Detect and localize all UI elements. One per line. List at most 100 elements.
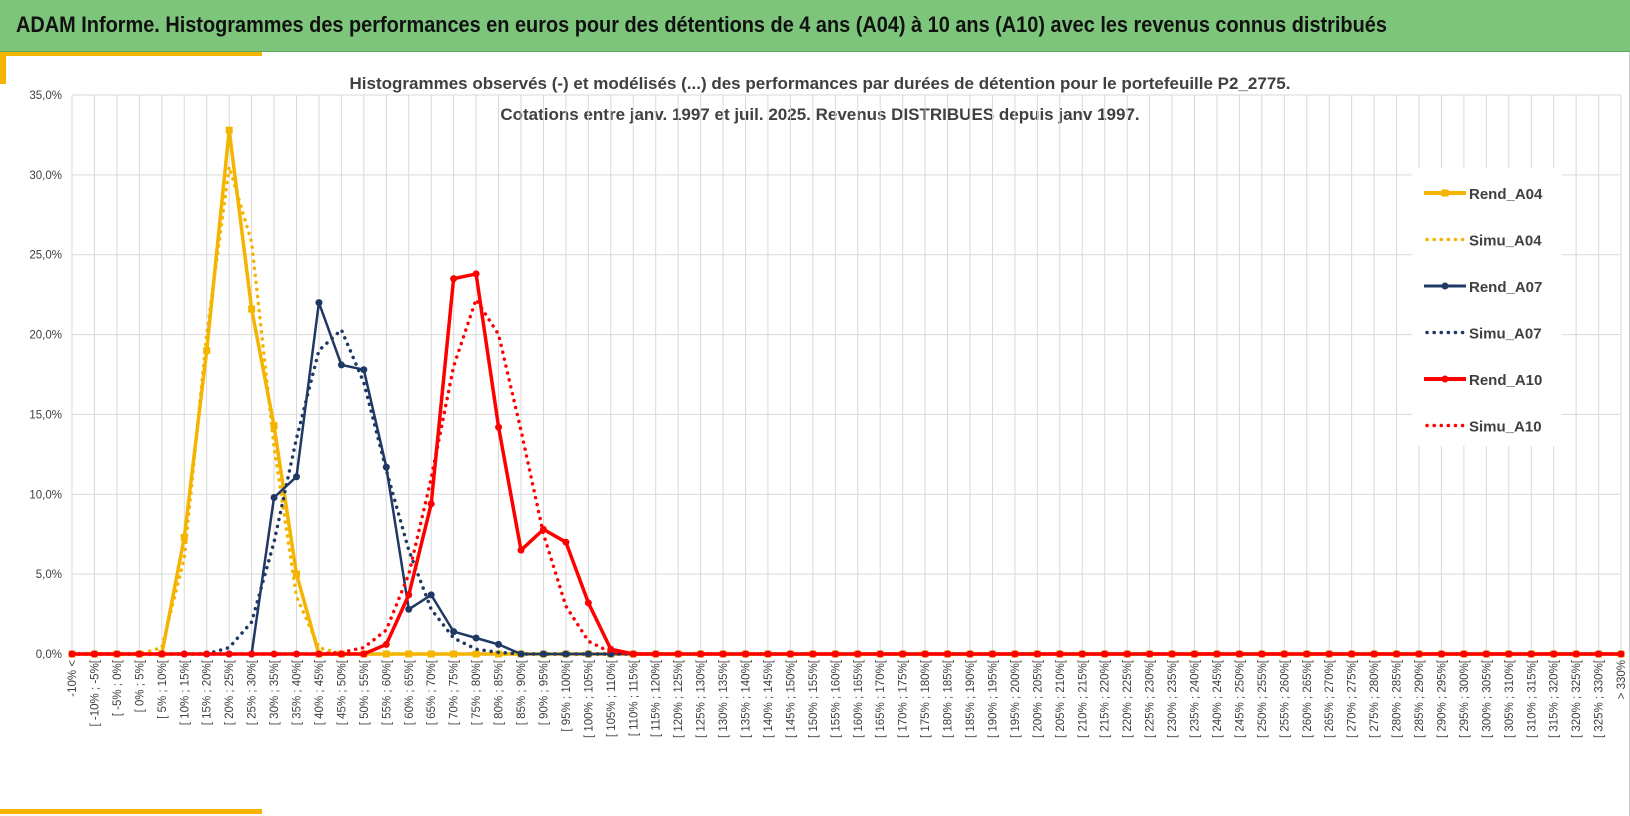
- x-tick-label: [ 15% ; 20%[: [202, 659, 214, 725]
- data-point-rend-a04: [203, 347, 211, 355]
- x-tick-label: [ 60% ; 65%[: [404, 659, 416, 725]
- x-tick-label: [ 255% ; 260%[: [1279, 659, 1291, 738]
- x-tick-label: [ 295% ; 300%[: [1459, 659, 1471, 738]
- data-point-rend-a07: [562, 650, 570, 658]
- x-tick-label: [ 180% ; 185%[: [943, 659, 955, 738]
- x-tick-label: [ 200% ; 205%[: [1032, 659, 1044, 738]
- data-point-rend-a04: [472, 650, 480, 658]
- x-tick-label: [ 185% ; 190%[: [965, 659, 977, 738]
- data-point-rend-a10: [944, 650, 952, 658]
- data-point-rend-a10: [899, 650, 907, 658]
- data-point-rend-a07: [337, 361, 345, 369]
- data-point-rend-a10: [1033, 650, 1041, 658]
- data-point-rend-a10: [1482, 650, 1490, 658]
- data-point-rend-a10: [1191, 650, 1198, 658]
- data-point-rend-a10: [472, 270, 480, 278]
- x-tick-label: [ 105% ; 110%[: [606, 659, 618, 737]
- x-tick-label: [ 0% ; 5%[: [134, 659, 146, 712]
- x-tick-label: [ 140% ; 145%[: [763, 659, 775, 738]
- legend-marker-rend-a10: [1441, 375, 1449, 383]
- x-tick-label: [ 310% ; 315%[: [1526, 659, 1538, 738]
- data-point-rend-a07: [472, 634, 480, 642]
- x-tick-label: [ -10% ; -5%[: [89, 659, 101, 726]
- x-tick-label: [ 25% ; 30%[: [247, 659, 259, 725]
- data-point-rend-a10: [382, 640, 390, 648]
- x-tick-label: [ 325% ; 330%[: [1594, 659, 1606, 738]
- x-tick-label: [ 75% ; 80%[: [471, 659, 483, 725]
- x-tick-label: [ 280% ; 285%[: [1392, 659, 1404, 738]
- legend-label-rend-a07: Rend_A07: [1469, 279, 1542, 296]
- data-point-rend-a07: [427, 591, 435, 599]
- x-tick-label: [ 150% ; 155%[: [808, 659, 820, 738]
- x-tick-label: [ 165% ; 170%[: [875, 659, 887, 738]
- chart-title-line-2: Cotations entre janv. 1997 et juil. 2025…: [500, 105, 1139, 124]
- data-point-rend-a10: [427, 500, 435, 508]
- data-point-rend-a07: [293, 473, 300, 481]
- x-tick-label: [ 275% ; 280%[: [1369, 659, 1381, 738]
- data-point-rend-a10: [1348, 650, 1356, 658]
- data-point-rend-a04: [248, 305, 256, 313]
- x-tick-label: [ 230% ; 235%[: [1167, 659, 1179, 738]
- x-tick-label: [ 225% ; 230%[: [1145, 659, 1157, 738]
- data-point-rend-a10: [248, 650, 256, 658]
- data-point-rend-a04: [293, 570, 300, 578]
- grid: [71, 94, 1622, 655]
- x-tick-label: [ 300% ; 305%[: [1481, 659, 1493, 738]
- data-point-rend-a07: [270, 493, 278, 501]
- x-tick-label: [ 90% ; 95%[: [538, 659, 550, 725]
- data-point-rend-a07: [539, 650, 547, 658]
- x-tick-label: [ 35% ; 40%[: [292, 659, 304, 725]
- data-point-rend-a10: [1213, 650, 1221, 658]
- data-point-rend-a10: [786, 650, 794, 658]
- x-tick-label: [ 120% ; 125%[: [673, 659, 685, 738]
- x-tick-label: [ 270% ; 275%[: [1347, 659, 1359, 738]
- data-point-rend-a07: [315, 299, 323, 307]
- x-tick-label: [ 260% ; 265%[: [1302, 659, 1314, 738]
- x-tick-label: [ 50% ; 55%[: [359, 659, 371, 725]
- legend-label-simu-a07: Simu_A07: [1469, 326, 1542, 343]
- data-point-rend-a10: [495, 423, 503, 431]
- x-tick-label: [ 240% ; 245%[: [1212, 659, 1224, 738]
- x-tick-label: [ 125% ; 130%[: [696, 659, 708, 738]
- data-point-rend-a10: [405, 591, 413, 599]
- data-point-rend-a10: [562, 538, 570, 546]
- x-tick-label: [ 285% ; 290%[: [1414, 659, 1426, 738]
- legend-background: [1412, 168, 1562, 446]
- legend-label-simu-a04: Simu_A04: [1469, 233, 1542, 250]
- data-point-rend-a10: [270, 650, 278, 658]
- data-point-rend-a10: [360, 650, 368, 658]
- data-point-rend-a07: [405, 605, 413, 613]
- x-tick-label: [ 320% ; 325%[: [1571, 659, 1583, 738]
- x-tick-label: [ 20% ; 25%[: [224, 659, 236, 725]
- x-tick-label: [ 250% ; 255%[: [1257, 659, 1269, 738]
- x-tick-label: [ 215% ; 220%[: [1100, 659, 1112, 738]
- data-point-rend-a10: [1437, 650, 1445, 658]
- series-line-rend-a04: [72, 128, 1621, 656]
- legend: Rend_A04 Simu_A04 Rend_A07 Simu_A07 Rend_A10…: [1412, 168, 1562, 446]
- y-tick-label: 5,0%: [36, 569, 62, 581]
- x-tick-label: [ 145% ; 150%[: [785, 659, 797, 738]
- x-tick-label: [ 190% ; 195%[: [987, 659, 999, 738]
- data-point-rend-a10: [584, 599, 592, 607]
- x-tick-label: [ 160% ; 165%[: [853, 659, 865, 738]
- y-tick-label: 35,0%: [29, 90, 62, 102]
- x-tick-label: [ 65% ; 70%[: [426, 659, 438, 725]
- x-tick-label: [ 95% ; 100%[: [561, 659, 573, 731]
- data-point-rend-a04: [450, 650, 458, 658]
- data-point-rend-a10: [921, 650, 929, 658]
- legend-label-rend-a10: Rend_A10: [1469, 372, 1542, 389]
- legend-label-rend-a04: Rend_A04: [1469, 186, 1543, 203]
- x-tick-label: [ -5% ; 0%[: [112, 659, 124, 716]
- data-point-rend-a10: [539, 525, 547, 533]
- data-point-rend-a04: [427, 650, 435, 658]
- x-tick-label: [ 290% ; 295%[: [1436, 659, 1448, 738]
- x-tick-label: [ 175% ; 180%[: [920, 659, 932, 738]
- x-tick-label: [ 195% ; 200%[: [1010, 659, 1022, 738]
- data-point-rend-a10: [809, 650, 817, 658]
- y-tick-label: 10,0%: [29, 489, 62, 501]
- accent-bar-top: [0, 52, 262, 56]
- header-banner: ADAM Informe. Histogrammes des performan…: [0, 0, 1630, 52]
- legend-marker-rend-a07: [1441, 282, 1449, 290]
- data-point-rend-a10: [652, 650, 660, 658]
- data-point-rend-a10: [1056, 650, 1064, 658]
